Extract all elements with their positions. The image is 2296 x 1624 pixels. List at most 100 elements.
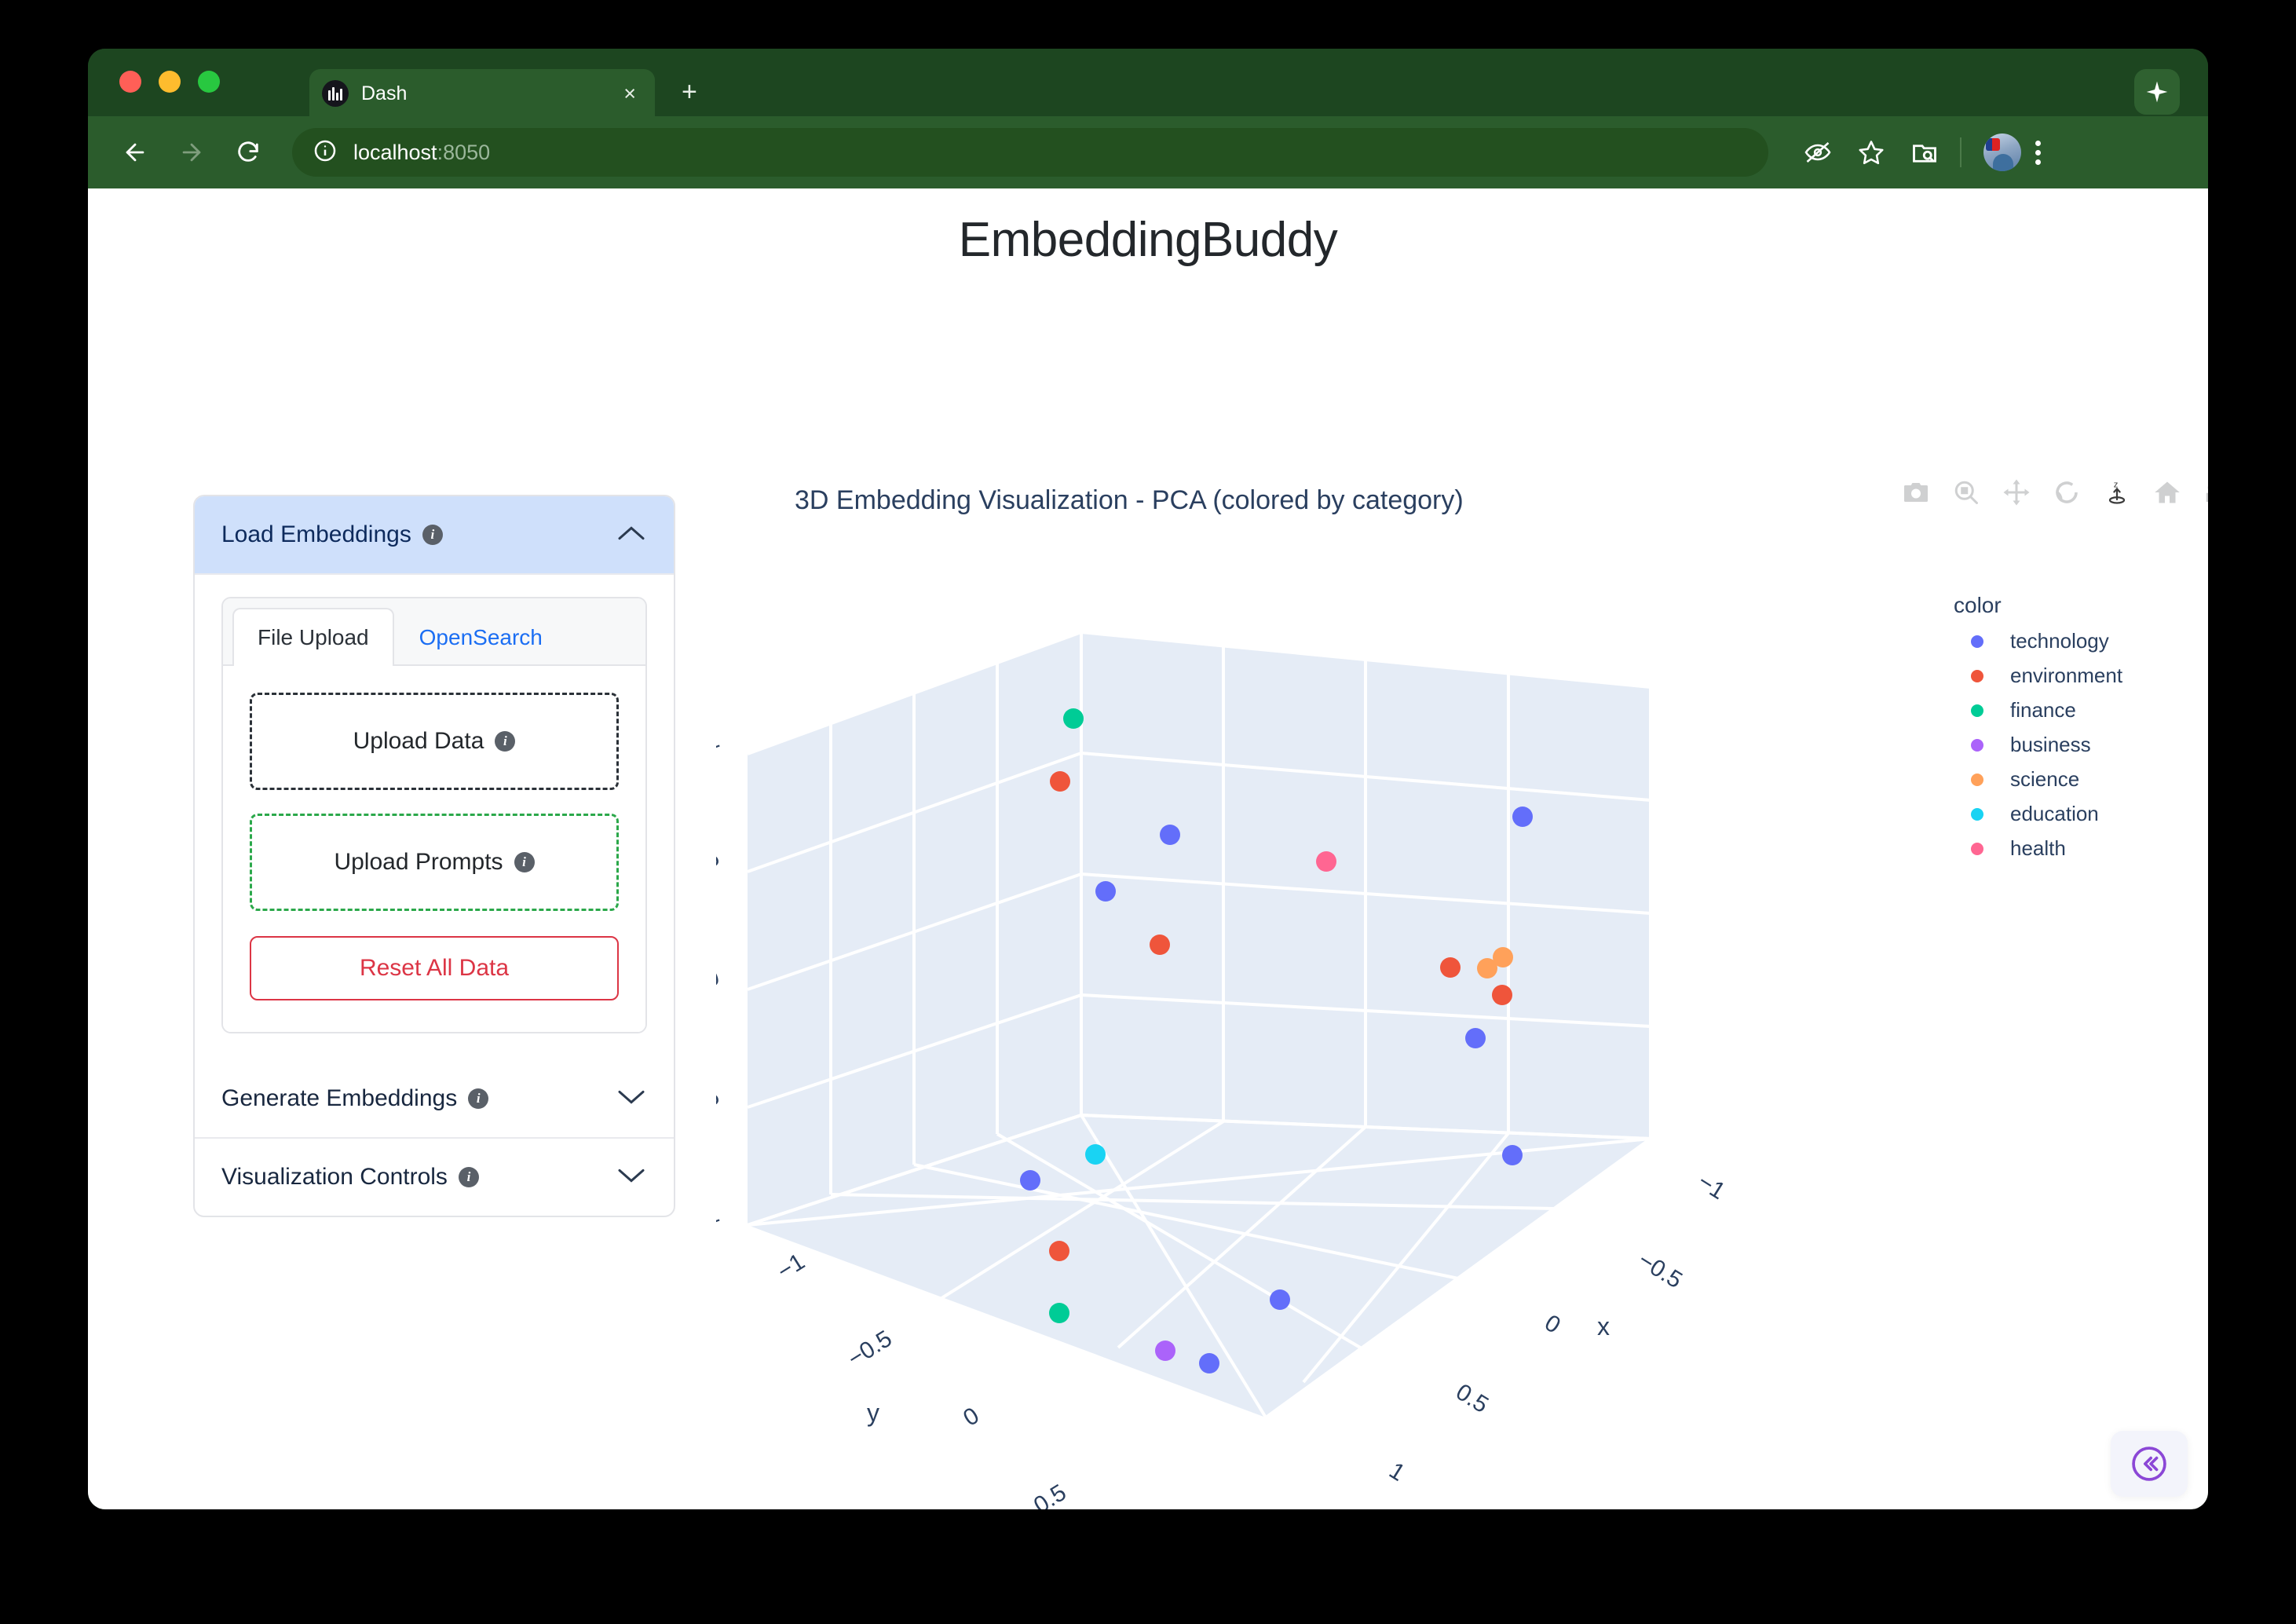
legend-item-technology[interactable]: technology — [1954, 629, 2122, 653]
sidebar-accordion: Load Embeddings i File Upload OpenSearch… — [193, 495, 675, 1217]
info-icon[interactable]: i — [514, 852, 535, 872]
sidebar-item-load-embeddings[interactable]: Load Embeddings i — [195, 496, 674, 575]
svg-text:−1: −1 — [773, 1249, 810, 1285]
info-icon[interactable]: i — [458, 1167, 479, 1187]
three-dot-menu-icon[interactable] — [2035, 140, 2041, 165]
sparkle-icon[interactable] — [2134, 69, 2180, 115]
reload-icon[interactable] — [228, 132, 269, 173]
sidebar-item-label: Visualization Controls — [221, 1164, 448, 1190]
maximize-window-button[interactable] — [198, 71, 220, 93]
window-controls — [119, 71, 220, 93]
plot-floor — [748, 1115, 1651, 1417]
scatter-point-finance[interactable] — [1063, 708, 1084, 729]
scatter-point-environment[interactable] — [1492, 985, 1512, 1005]
scatter-point-environment[interactable] — [1050, 771, 1070, 792]
legend-color-swatch — [1971, 773, 1983, 786]
load-embeddings-body: File Upload OpenSearch Upload Data i Upl… — [195, 575, 674, 1060]
zoom-icon[interactable] — [1951, 477, 1981, 507]
scatter-point-technology[interactable] — [1160, 825, 1180, 845]
svg-text:y: y — [867, 1399, 879, 1427]
camera-download-icon[interactable] — [1901, 477, 1931, 507]
scatter-point-technology[interactable] — [1199, 1353, 1219, 1373]
new-tab-button[interactable]: + — [682, 77, 697, 107]
svg-text:z: z — [2114, 480, 2119, 489]
scatter-point-science[interactable] — [1493, 947, 1513, 967]
legend-item-label: business — [2010, 733, 2091, 756]
minimize-window-button[interactable] — [159, 71, 181, 93]
avatar[interactable] — [1983, 134, 2021, 171]
tab-search-icon[interactable] — [1903, 131, 1946, 174]
svg-text:0: 0 — [1540, 1310, 1565, 1339]
svg-text:1: 1 — [1384, 1458, 1409, 1487]
legend-item-education[interactable]: education — [1954, 802, 2122, 826]
scatter-point-technology[interactable] — [1095, 881, 1116, 902]
chevron-up-icon[interactable] — [616, 523, 647, 547]
scatter-point-environment[interactable] — [1440, 957, 1461, 978]
sidebar-item-visualization-controls[interactable]: Visualization Controls i — [195, 1139, 674, 1216]
tab-file-upload[interactable]: File Upload — [232, 608, 394, 666]
tab-opensearch[interactable]: OpenSearch — [419, 625, 543, 649]
video-record-icon[interactable] — [2203, 477, 2208, 507]
legend-item-label: technology — [2010, 629, 2109, 653]
legend-item-business[interactable]: business — [1954, 733, 2122, 757]
forward-arrow-icon[interactable] — [171, 132, 212, 173]
plot-legend: color technology environment finance busine… — [1954, 593, 2122, 871]
reset-all-data-button[interactable]: Reset All Data — [250, 936, 619, 1000]
legend-item-science[interactable]: science — [1954, 767, 2122, 792]
scatter-point-technology[interactable] — [1465, 1028, 1486, 1048]
legend-title: color — [1954, 593, 2002, 617]
embedding-plot: 3D Embedding Visualization - PCA (colore… — [716, 471, 2208, 1509]
browser-toolbar: localhost:8050 — [88, 116, 2208, 188]
legend-item-environment[interactable]: environment — [1954, 664, 2122, 688]
scatter-point-business[interactable] — [1155, 1341, 1175, 1361]
scatter-point-technology[interactable] — [1512, 807, 1533, 827]
legend-item-finance[interactable]: finance — [1954, 698, 2122, 722]
legend-color-swatch — [1971, 842, 1983, 855]
upload-prompts-label: Upload Prompts — [334, 849, 503, 875]
browser-tab-strip: Dash × + — [88, 49, 2208, 118]
scatter-point-environment[interactable] — [1049, 1241, 1069, 1261]
double-chevron-left-icon — [2132, 1447, 2166, 1481]
scatter-point-health[interactable] — [1316, 851, 1336, 872]
legend-item-label: environment — [2010, 664, 2123, 687]
turntable-rotate-icon[interactable]: z — [2102, 477, 2132, 507]
chevron-down-icon[interactable] — [616, 1087, 647, 1111]
sidebar-item-generate-embeddings[interactable]: Generate Embeddings i — [195, 1060, 674, 1139]
collapse-panel-button[interactable] — [2111, 1431, 2188, 1497]
scatter-points-group[interactable] — [1020, 708, 1533, 1373]
file-upload-panel: Upload Data i Upload Prompts i Reset All… — [223, 666, 645, 1032]
close-window-button[interactable] — [119, 71, 141, 93]
scatter-point-technology[interactable] — [1502, 1145, 1523, 1165]
bookmark-star-icon[interactable] — [1850, 131, 1892, 174]
svg-text:1: 1 — [716, 727, 722, 756]
scatter-point-technology[interactable] — [1270, 1289, 1290, 1310]
incognito-eye-off-icon[interactable] — [1797, 131, 1839, 174]
scatter-point-technology[interactable] — [1020, 1170, 1040, 1191]
app-page: EmbeddingBuddy Load Embeddings i File Up… — [88, 188, 2208, 1509]
info-circle-icon[interactable] — [313, 138, 338, 167]
scatter-point-environment[interactable] — [1150, 935, 1170, 955]
back-arrow-icon[interactable] — [115, 132, 155, 173]
info-icon[interactable]: i — [468, 1088, 489, 1109]
orbit-rotate-icon[interactable] — [2052, 477, 2082, 507]
toolbar-divider — [1960, 137, 1961, 167]
scatter-point-education[interactable] — [1085, 1144, 1106, 1165]
info-icon[interactable]: i — [495, 731, 516, 752]
chevron-down-icon[interactable] — [616, 1165, 647, 1190]
svg-text:−0.5: −0.5 — [843, 1326, 897, 1372]
info-icon[interactable]: i — [422, 525, 443, 545]
legend-color-swatch — [1971, 704, 1983, 717]
legend-item-health[interactable]: health — [1954, 836, 2122, 861]
scatter-point-science[interactable] — [1477, 958, 1497, 978]
pan-icon[interactable] — [2002, 477, 2031, 507]
close-icon[interactable]: × — [623, 81, 636, 105]
upload-data-dropzone[interactable]: Upload Data i — [250, 693, 619, 790]
scatter3d-canvas[interactable]: 1 0.5 0 −0.5 −1 z −1 −0.5 0 0.5 y −1 −0.… — [716, 518, 1941, 1509]
scatter-point-finance[interactable] — [1049, 1303, 1069, 1323]
address-bar[interactable]: localhost:8050 — [292, 128, 1768, 177]
svg-text:0: 0 — [959, 1403, 984, 1432]
home-reset-icon[interactable] — [2152, 477, 2182, 507]
legend-item-label: finance — [2010, 698, 2076, 722]
upload-prompts-dropzone[interactable]: Upload Prompts i — [250, 814, 619, 911]
browser-tab[interactable]: Dash × — [309, 69, 655, 118]
